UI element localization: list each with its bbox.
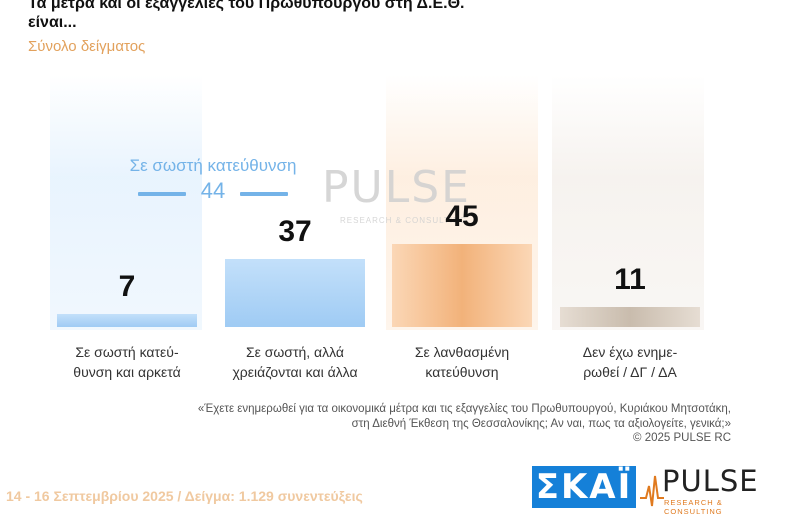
chart-subtitle: Σύνολο δείγματος [28, 38, 146, 55]
combined-annotation: Σε σωστή κατεύθυνση 44 [118, 156, 308, 206]
chart-title: Τα μέτρα και οι εξαγγελίες του Πρωθυπουρ… [28, 0, 465, 31]
bar-category-label-line: Δεν έχω ενημε- [582, 344, 678, 360]
pulse-wave-icon [640, 475, 664, 507]
bar-4 [560, 306, 700, 327]
column-background-1 [50, 75, 202, 330]
question-line-1: «Έχετε ενημερωθεί για τα οικονομικά μέτρ… [197, 403, 731, 415]
survey-dates: 14 - 16 Σεπτεμβρίου 2025 / Δείγμα: 1.129… [6, 488, 363, 504]
bar-category-label-line: Σε σωστή κατεύ- [75, 344, 179, 360]
bar-value-1: 7 [118, 270, 136, 304]
bar-category-label-line: κατεύθυνση [425, 364, 499, 380]
watermark-word: PULSE [322, 162, 471, 213]
combined-label: Σε σωστή κατεύθυνση [129, 156, 297, 175]
combined-line-left [138, 192, 186, 196]
bar-category-label-1: Σε σωστή κατεύ-θυνση και αρκετά [42, 342, 212, 382]
bar-value-2: 37 [278, 214, 312, 248]
bar-category-label-3: Σε λανθασμένη κατεύθυνση [377, 342, 547, 382]
bar-category-label-line: ρωθεί / ΔΓ / ΔΑ [583, 364, 677, 380]
pulse-logo-word: PULSE [662, 464, 759, 498]
question-footnote: «Έχετε ενημερωθεί για τα οικονομικά μέτρ… [91, 402, 731, 432]
watermark-subtitle: RESEARCH & CONSULTING [340, 216, 468, 225]
bar-value-3: 45 [445, 200, 479, 233]
pulse-watermark: PULSE RESEARCH & CONSULTING [298, 158, 488, 238]
combined-value: 44 [200, 178, 226, 203]
bar-category-label-line: Σε σωστή, αλλά [245, 344, 345, 360]
bar-category-label-line: θυνση και αρκετά [73, 364, 181, 380]
question-line-2: στη Διεθνή Έκθεση της Θεσσαλονίκης; Αν ν… [351, 418, 731, 430]
bar-category-label-line: Σε λανθασμένη [414, 344, 510, 360]
bar-value-4: 11 [614, 262, 646, 296]
column-background-4 [552, 75, 704, 330]
bar-category-label-2: Σε σωστή, αλλά χρειάζονται και άλλα [210, 342, 380, 382]
pulse-logo-subtitle: RESEARCH & CONSULTING [664, 498, 723, 516]
bar-1 [57, 314, 197, 327]
bar-2 [225, 258, 365, 327]
copyright: © 2025 PULSE RC [633, 432, 731, 444]
skai-logo: ΣΚΑΪ [532, 466, 636, 508]
pulse-logo: PULSE RESEARCH & CONSULTING [640, 464, 770, 516]
bar-category-label-4: Δεν έχω ενημε-ρωθεί / ΔΓ / ΔΑ [545, 342, 715, 382]
bar-3 [392, 244, 532, 327]
bar-category-label-line: χρειάζονται και άλλα [232, 364, 358, 380]
combined-line-right [240, 192, 288, 196]
